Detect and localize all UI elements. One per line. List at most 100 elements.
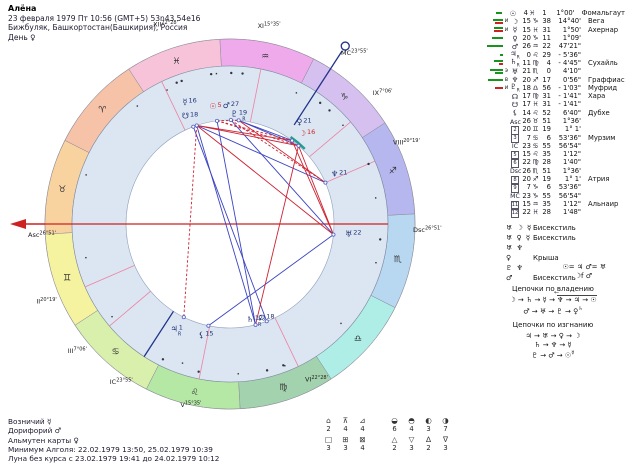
planet-aspect-endpoint — [191, 124, 196, 129]
statistic-cell: ◓ 4 — [403, 416, 420, 434]
statistic-icon: □ — [324, 435, 333, 444]
cluster-arc — [289, 135, 306, 150]
position-sign: ♒ — [532, 42, 539, 51]
bottom-notes: Возничий ☿ Дорифорий ♂ Альмутен карты ♀ Мин… — [8, 417, 219, 463]
fixed-star-name: Фомальгаут — [581, 9, 625, 18]
position-minutes: 11 — [542, 34, 551, 43]
star-dot — [215, 72, 218, 75]
planet-degree-dot — [209, 72, 213, 76]
position-sign: ♑ — [532, 183, 539, 192]
dispositor-chain: ♄ → ♆ → ☿ — [534, 340, 572, 349]
dispositor-chain: ♂ → ♅ → ♇ → ♀♄ — [523, 305, 583, 315]
planet-aspect-endpoint — [296, 143, 301, 148]
house-label: IC — [511, 143, 519, 151]
position-sign: ♓ — [532, 100, 539, 109]
aspect-line — [216, 120, 293, 142]
dispositor-chain: ♇ → ♂ → ☉☿ — [531, 350, 575, 360]
position-degrees: 26 — [522, 117, 531, 125]
house-label: MC — [510, 193, 520, 201]
planet-row: ⚸ 14 ♌ 52 6'40" Дубхе — [485, 108, 625, 117]
position-degrees: 17 — [522, 92, 531, 101]
position-sign: ♌ — [532, 108, 539, 117]
aspect-line — [216, 120, 256, 325]
star-dot — [342, 124, 344, 126]
zodiac-sign-glyph: ♌ — [191, 388, 199, 398]
planet-glyph: ☋ — [511, 99, 519, 109]
note-line: Луна без курса с 23.02.1979 19:41 до 24.… — [8, 454, 220, 464]
position-sign: ♍ — [532, 92, 539, 101]
mc-axis-line — [293, 50, 343, 126]
position-degrees: 17 — [522, 100, 531, 109]
statistic-cell: ∇ 3 — [437, 435, 454, 453]
speed-orb: 56'54" — [558, 191, 581, 200]
planet-glyph: ♀ — [512, 33, 518, 43]
statistic-value: 2 — [426, 444, 431, 452]
position-minutes: 55 — [542, 141, 551, 150]
planet-glyph: ☊ — [511, 91, 519, 101]
house-label: 3 — [510, 132, 520, 143]
house-row: 12 22 ♓ 28 1'48" — [485, 208, 625, 218]
zodiac-sign-glyph: ♏ — [394, 255, 402, 265]
dispositor-chains-rulership: Цепочки по владению ☽ → ♄ → ☿ → ♆ → ♃ → … — [487, 285, 619, 315]
planet-glyph: ♃R — [510, 48, 520, 61]
fixed-star-name: Мурзим — [588, 133, 616, 142]
speed-orb: 4'10" — [563, 67, 581, 76]
statistic-icon: ◐ — [425, 416, 432, 425]
position-sign: ♑ — [532, 34, 539, 43]
house-label: 2 — [510, 124, 520, 135]
planet-label: ♀21 — [296, 117, 311, 127]
planet-degree-dot — [265, 369, 269, 372]
aspect-line — [196, 125, 293, 142]
position-minutes: 31 — [542, 25, 551, 34]
house-cusp-label: Dsc26°51' — [413, 226, 442, 235]
planet-row: э ♅ 21 ♏ 0 4'10" — [485, 66, 625, 76]
house-label: Dsc — [510, 168, 522, 176]
house-row: 6 22 ♍ 28 1'40" — [485, 158, 625, 168]
position-sign: ♌ — [532, 150, 539, 159]
position-sign: ♏ — [532, 67, 539, 76]
star-dot — [375, 261, 377, 264]
position-sign: ♓ — [529, 9, 536, 18]
position-degrees: 23 — [522, 191, 531, 200]
position-sign: ♊ — [532, 125, 539, 134]
speed-orb: 1°00' — [556, 9, 575, 18]
position-degrees: 4 — [523, 9, 528, 18]
planet-degree-dot — [230, 71, 233, 75]
star-dot — [237, 373, 239, 375]
zodiac-sign-glyph: ♎ — [354, 334, 362, 344]
position-sign: ♑ — [532, 191, 539, 200]
speed-orb: - 1'41" — [558, 100, 581, 109]
zodiac-sign-glyph: ♓ — [173, 57, 181, 67]
position-minutes: 28 — [542, 158, 551, 167]
planet-label: ☿16 — [183, 97, 197, 107]
house-row: 11 15 ♒ 35 1'12" Альнаир — [485, 199, 625, 210]
dignity-letter: в — [504, 76, 509, 83]
position-minutes: 29 — [542, 50, 551, 59]
position-minutes: 19 — [542, 175, 551, 184]
house-cusp-line — [249, 68, 262, 123]
aspect-line — [298, 145, 334, 235]
fixed-star-name: Атрия — [588, 175, 610, 184]
house-row: Asc 26 ♉ 51 1°36' — [485, 117, 625, 126]
speed-orb: 1'12" — [563, 199, 581, 208]
planet-glyph: ♅ — [511, 66, 519, 76]
speed-orb: - 5'36" — [558, 50, 581, 59]
aspect-line — [196, 125, 299, 147]
note-line: Дорифорий ♂ — [8, 426, 62, 436]
position-sign: ♑ — [532, 17, 539, 26]
planet-aspect-endpoint — [215, 118, 220, 123]
house-label: Asc — [510, 118, 521, 126]
dignity-bars — [485, 37, 503, 40]
dignity-letter: и — [504, 84, 509, 91]
house-cusp-label: MC23°55' — [341, 49, 368, 58]
position-minutes: 6 — [546, 183, 551, 192]
planet-aspect-endpoint — [181, 315, 186, 320]
aspect-configurations: ♅ ☽ ☿Бисекстиль ♅ ♀ ☿ Бисекстиль ♅ ♆ ♀ Крыша… — [506, 223, 576, 283]
planet-row: и ☿ 15 ♓ 31 1°50' Ахернар — [485, 25, 625, 34]
mc-symbol — [340, 41, 350, 51]
chart-day-ruler: День ♀ — [8, 32, 36, 42]
position-sign: ♍ — [532, 58, 539, 67]
position-sign: ♍ — [532, 158, 539, 167]
position-minutes: 31 — [542, 92, 551, 101]
